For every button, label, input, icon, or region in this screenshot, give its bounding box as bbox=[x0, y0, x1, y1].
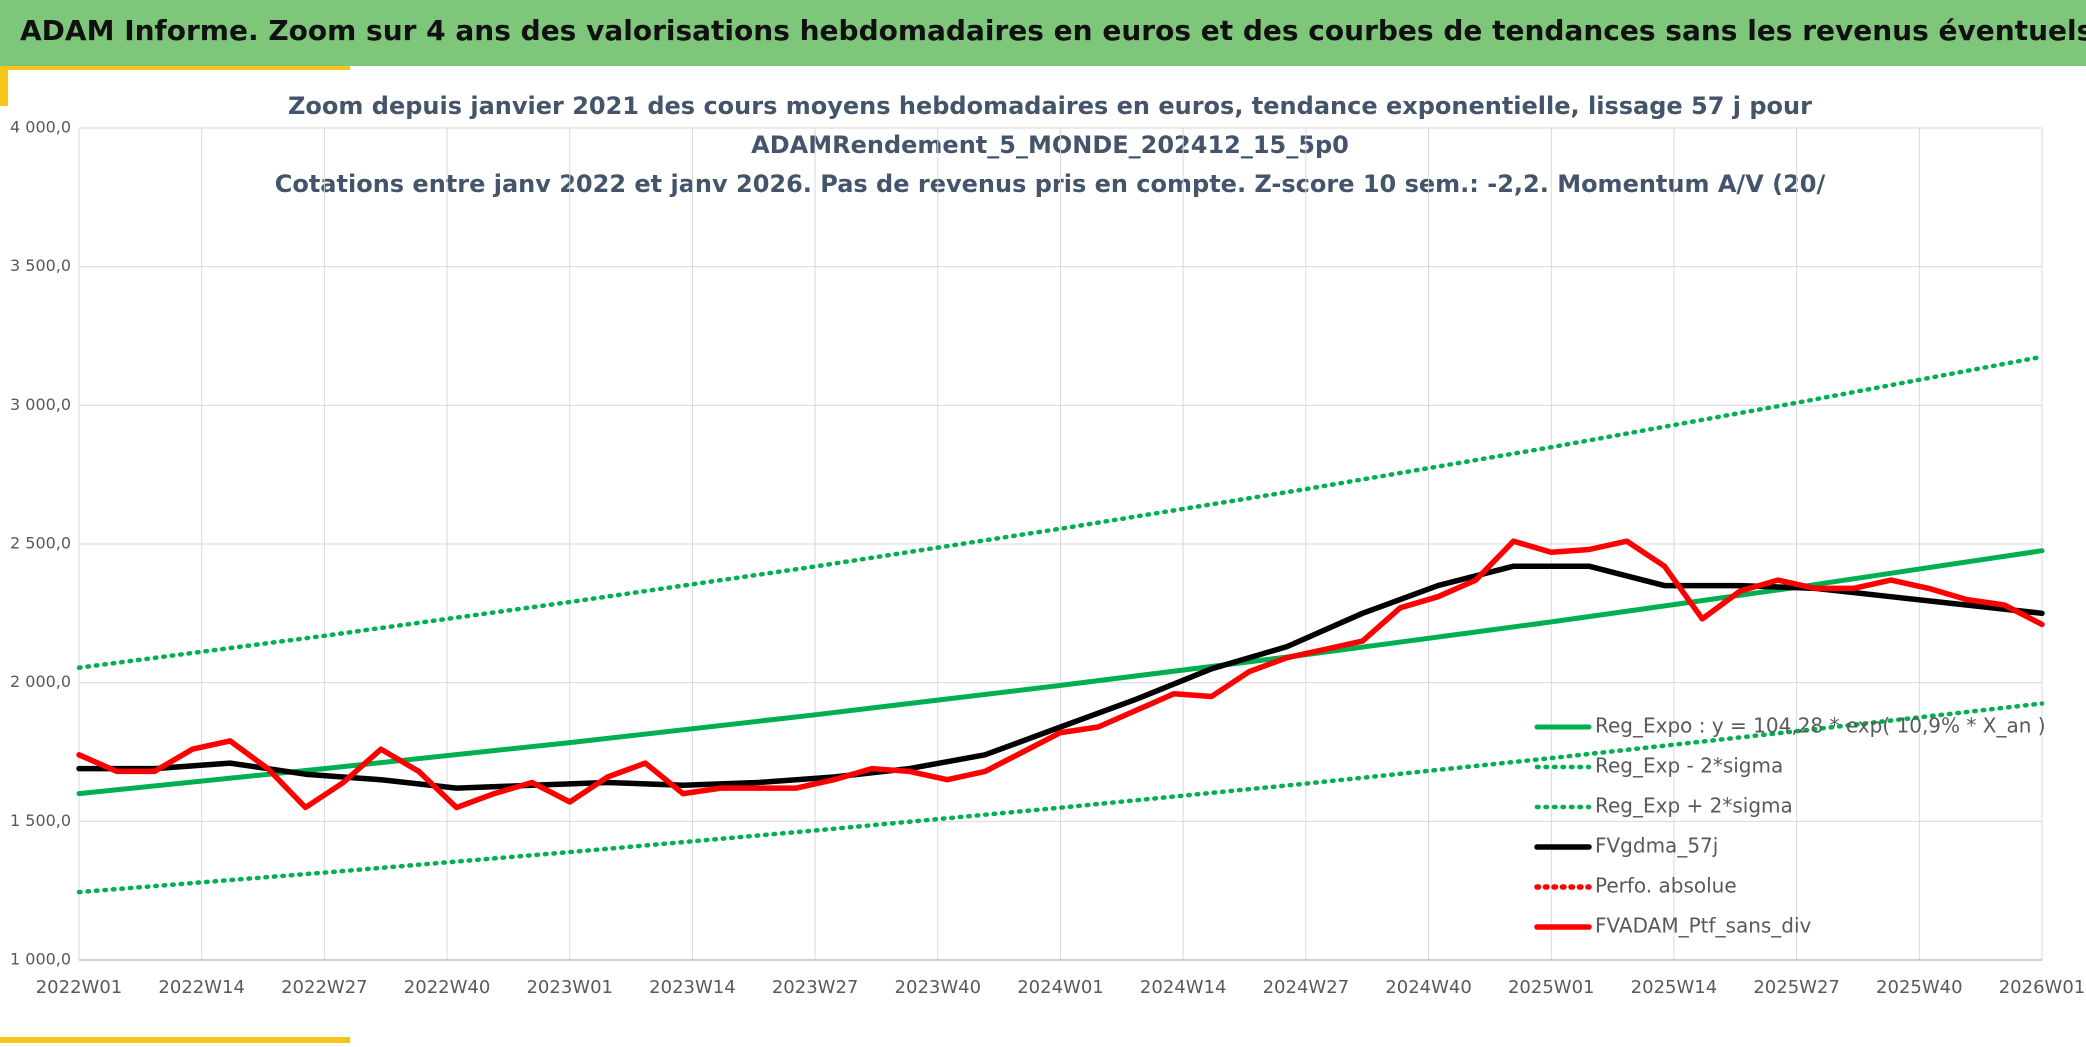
series-line bbox=[76, 548, 2045, 797]
x-tick-label: 2022W27 bbox=[281, 977, 368, 998]
x-tick-label: 2024W01 bbox=[1017, 977, 1104, 998]
x-tick-label: 2023W01 bbox=[526, 977, 613, 998]
x-tick-label: 2025W40 bbox=[1876, 977, 1963, 998]
series-line bbox=[76, 354, 2045, 670]
chart-title: Cotations entre janv 2022 et janv 2026. … bbox=[275, 170, 1826, 198]
chart-background bbox=[0, 66, 2086, 1043]
header-bar: ADAM Informe. Zoom sur 4 ans des valoris… bbox=[0, 0, 2086, 66]
chart-frame: Zoom depuis janvier 2021 des cours moyen… bbox=[0, 66, 2086, 1043]
header-title: ADAM Informe. Zoom sur 4 ans des valoris… bbox=[20, 14, 2086, 47]
x-tick-label: 2023W27 bbox=[772, 977, 859, 998]
x-tick-label: 2024W27 bbox=[1263, 977, 1350, 998]
y-tick-label: 2 500,0 bbox=[10, 534, 71, 553]
chart: Zoom depuis janvier 2021 des cours moyen… bbox=[0, 66, 2086, 1043]
accent bbox=[0, 66, 8, 106]
x-tick-label: 2025W01 bbox=[1508, 977, 1595, 998]
chart-title: Zoom depuis janvier 2021 des cours moyen… bbox=[288, 92, 1812, 120]
accent bbox=[0, 1037, 350, 1043]
series-line bbox=[76, 701, 2045, 895]
chart-title: ADAMRendement_5_MONDE_202412_15_5p0 bbox=[751, 131, 1349, 159]
x-tick-label: 2023W14 bbox=[649, 977, 736, 998]
x-tick-label: 2025W27 bbox=[1753, 977, 1840, 998]
legend-label: Perfo. absolue bbox=[1595, 874, 1737, 898]
series-line bbox=[76, 538, 2045, 811]
x-tick-label: 2022W40 bbox=[404, 977, 491, 998]
legend-label: Reg_Exp - 2*sigma bbox=[1595, 754, 1783, 778]
x-tick-label: 2026W01 bbox=[1999, 977, 2086, 998]
x-tick-label: 2024W14 bbox=[1140, 977, 1227, 998]
y-tick-label: 3 000,0 bbox=[10, 395, 71, 414]
accent bbox=[0, 66, 350, 70]
legend-label: Reg_Exp + 2*sigma bbox=[1595, 794, 1793, 818]
legend-label: FVgdma_57j bbox=[1595, 834, 1718, 858]
y-tick-label: 1 500,0 bbox=[10, 811, 71, 830]
x-tick-label: 2024W40 bbox=[1385, 977, 1472, 998]
x-tick-label: 2025W14 bbox=[1631, 977, 1718, 998]
y-tick-label: 3 500,0 bbox=[10, 256, 71, 275]
y-tick-label: 1 000,0 bbox=[10, 950, 71, 969]
y-tick-label: 2 000,0 bbox=[10, 672, 71, 691]
y-tick-label: 4 000,0 bbox=[10, 118, 71, 137]
x-tick-label: 2022W01 bbox=[36, 977, 123, 998]
series-line bbox=[76, 563, 2045, 791]
x-tick-label: 2022W14 bbox=[158, 977, 245, 998]
legend-label: FVADAM_Ptf_sans_div bbox=[1595, 914, 1812, 938]
legend-label: Reg_Expo : y = 104,28 * exp( 10,9% * X_a… bbox=[1595, 714, 2046, 738]
x-tick-label: 2023W40 bbox=[895, 977, 982, 998]
